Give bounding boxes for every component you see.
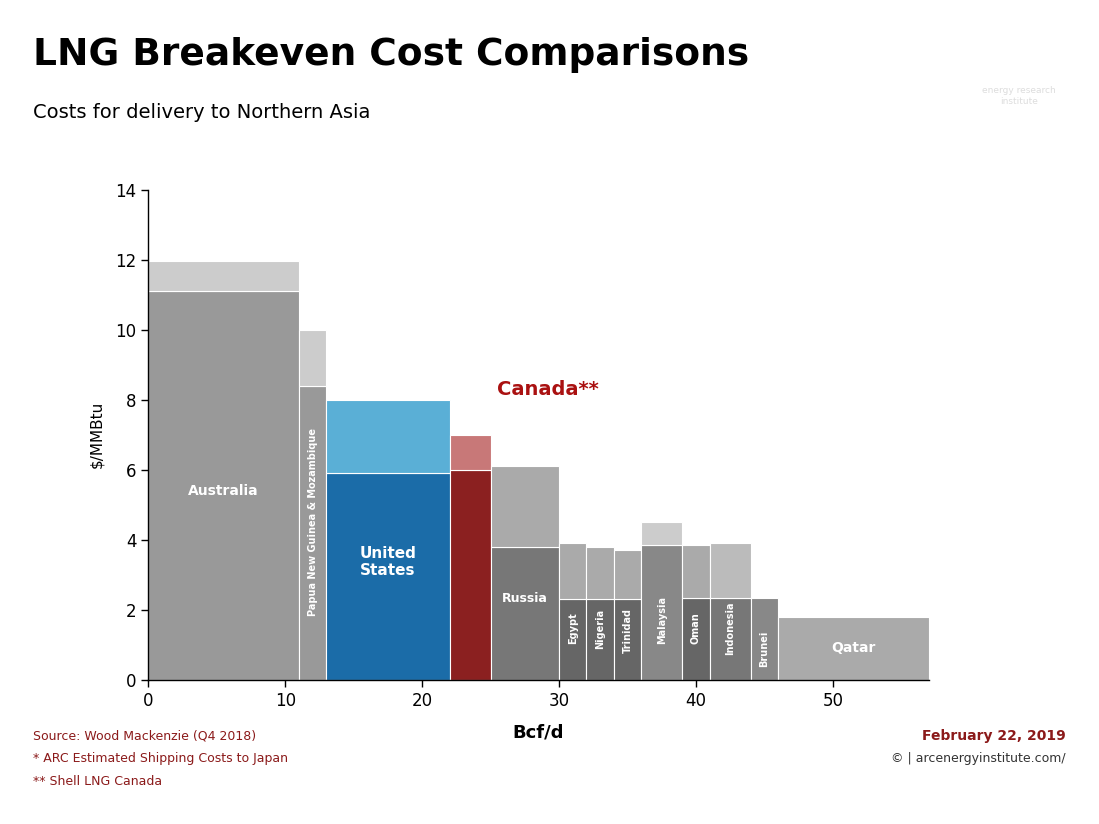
Text: * ARC Estimated Shipping Costs to Japan: * ARC Estimated Shipping Costs to Japan xyxy=(33,752,288,765)
Bar xyxy=(490,466,559,547)
Text: SnapChart: SnapChart xyxy=(978,139,1061,153)
Bar xyxy=(587,599,614,680)
Bar xyxy=(449,435,490,470)
Text: Papua New Guinea & Mozambique: Papua New Guinea & Mozambique xyxy=(308,428,318,616)
Text: Brunei: Brunei xyxy=(759,630,769,667)
Bar xyxy=(682,597,710,680)
Text: ** Shell LNG Canada: ** Shell LNG Canada xyxy=(33,775,162,789)
Bar xyxy=(299,386,326,680)
Bar xyxy=(614,599,641,680)
Text: February 22, 2019: February 22, 2019 xyxy=(922,729,1066,743)
Bar xyxy=(559,543,587,599)
Text: Source: Wood Mackenzie (Q4 2018): Source: Wood Mackenzie (Q4 2018) xyxy=(33,729,256,742)
Bar xyxy=(490,547,559,680)
Bar xyxy=(710,543,751,597)
Bar xyxy=(778,616,929,680)
Text: Canada**: Canada** xyxy=(498,380,599,399)
Bar xyxy=(449,470,490,680)
Bar xyxy=(751,597,778,680)
Bar xyxy=(148,261,299,291)
Text: Indonesia: Indonesia xyxy=(725,602,735,654)
Bar xyxy=(326,400,449,473)
Text: Russia: Russia xyxy=(502,592,547,605)
Text: Nigeria: Nigeria xyxy=(596,609,606,649)
Bar xyxy=(587,547,614,599)
Bar xyxy=(326,473,449,680)
Bar xyxy=(148,291,299,680)
Text: Australia: Australia xyxy=(188,485,259,499)
Text: Costs for delivery to Northern Asia: Costs for delivery to Northern Asia xyxy=(33,103,370,122)
Bar xyxy=(641,522,682,545)
Bar xyxy=(682,545,710,597)
Text: Trinidad: Trinidad xyxy=(622,608,633,653)
Bar xyxy=(710,597,751,680)
Text: Malaysia: Malaysia xyxy=(657,596,667,644)
Text: Oman: Oman xyxy=(691,613,701,644)
Text: Qatar: Qatar xyxy=(831,641,876,655)
X-axis label: Bcf/d: Bcf/d xyxy=(513,723,564,742)
Bar xyxy=(299,330,326,386)
Y-axis label: $/MMBtu: $/MMBtu xyxy=(89,401,104,468)
Text: LNG Breakeven Cost Comparisons: LNG Breakeven Cost Comparisons xyxy=(33,37,750,73)
Bar xyxy=(614,550,641,599)
Text: energy research
institute: energy research institute xyxy=(983,86,1056,105)
Text: United
States: United States xyxy=(359,546,417,578)
Text: © | arcenergyinstitute.com/: © | arcenergyinstitute.com/ xyxy=(891,752,1066,765)
Text: Egypt: Egypt xyxy=(568,612,578,644)
Text: ARC: ARC xyxy=(972,29,1067,71)
Bar xyxy=(559,599,587,680)
Bar xyxy=(641,545,682,680)
